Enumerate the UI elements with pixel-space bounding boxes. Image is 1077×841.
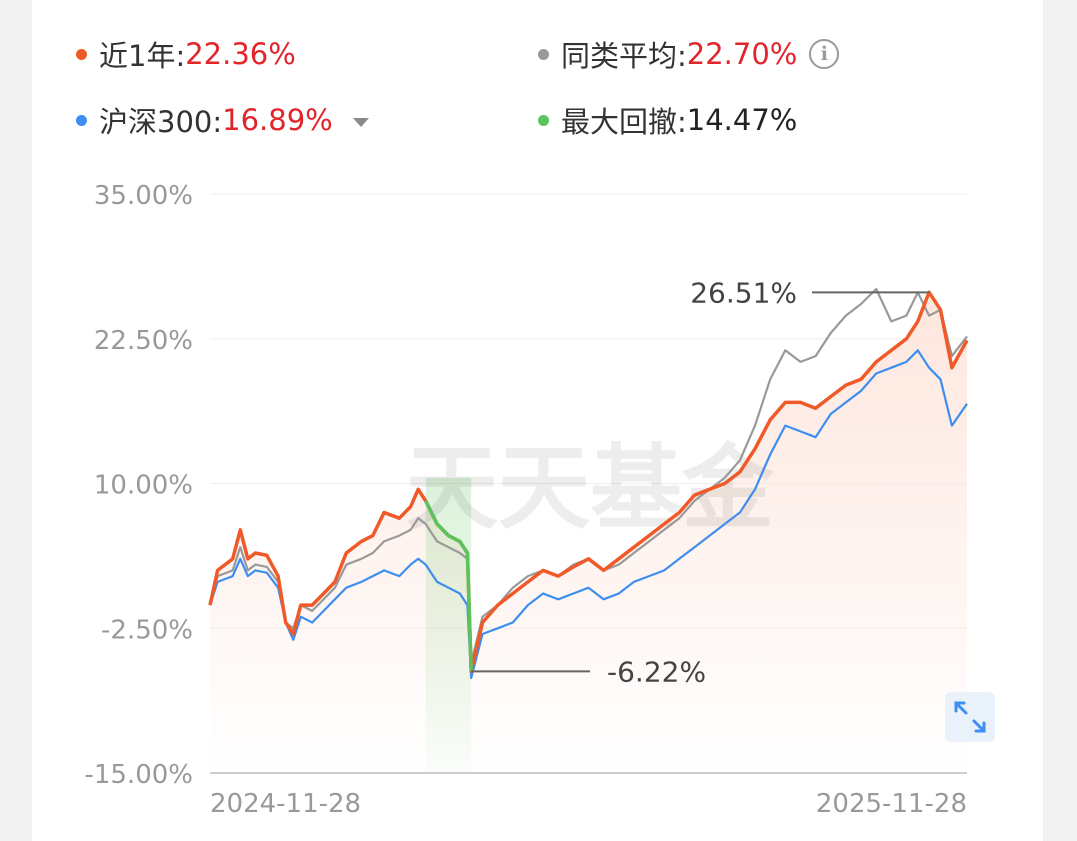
- legend-peer-dot: [538, 48, 549, 60]
- min-annotation-label: -6.22%: [607, 655, 706, 688]
- y-tick-label: 10.00%: [94, 471, 193, 501]
- max-annotation-label: 26.51%: [690, 276, 797, 309]
- legend-peer: 同类平均: 22.70% i: [538, 33, 840, 75]
- legend-drawdown: 最大回撤: 14.47%: [538, 99, 797, 141]
- legend-fund: 近1年: 22.36%: [76, 33, 296, 75]
- y-tick-label: -2.50%: [101, 615, 193, 645]
- caret-down-icon[interactable]: [352, 117, 369, 127]
- annotations: 26.51% -6.22%: [471, 276, 930, 688]
- legend-index-value: 16.89%: [222, 103, 333, 137]
- legend-index-label: 沪深300:: [99, 105, 223, 139]
- legend-fund-dot: [76, 48, 87, 60]
- legend-index[interactable]: 沪深300: 16.89%: [76, 99, 369, 141]
- drawdown-band: [425, 477, 472, 773]
- series-lines: [208, 287, 969, 680]
- fund-line: [208, 290, 969, 674]
- legend-drawdown-value: 14.47%: [686, 103, 798, 137]
- legend-drawdown-label: 最大回撤:: [561, 105, 687, 139]
- y-axis-ticks: 35.00% 22.50% 10.00% -2.50% -15.00%: [84, 181, 193, 790]
- x-axis-ticks: 2024-11-28 2025-11-28: [210, 789, 967, 819]
- legend-drawdown-dot: [538, 114, 549, 126]
- y-tick-label: 22.50%: [94, 326, 193, 356]
- info-icon[interactable]: i: [809, 39, 840, 69]
- y-tick-label: 35.00%: [94, 181, 193, 211]
- y-tick-label: -15.00%: [84, 760, 193, 790]
- legend-fund-label: 近1年:: [99, 39, 186, 73]
- watermark: 天天基金: [406, 434, 775, 542]
- index-line: [208, 349, 968, 680]
- drawdown-line: [424, 500, 473, 672]
- legend-peer-label: 同类平均:: [561, 39, 687, 73]
- expand-icon: [954, 701, 986, 733]
- x-tick-label: 2024-11-28: [210, 789, 361, 819]
- legend-peer-value: 22.70%: [686, 37, 798, 71]
- expand-button[interactable]: [945, 692, 995, 742]
- legend-index-dot: [76, 114, 87, 126]
- legend-fund-value: 22.36%: [185, 37, 296, 71]
- x-tick-label: 2025-11-28: [816, 789, 967, 819]
